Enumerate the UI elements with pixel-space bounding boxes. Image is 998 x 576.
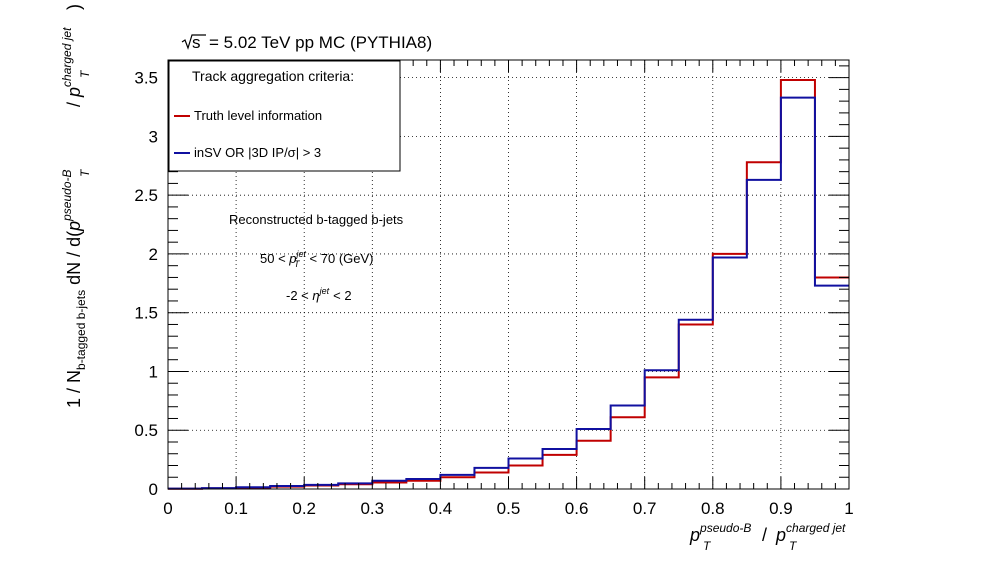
annotation-eta-range: -2 < ηjet < 2	[286, 286, 352, 303]
x-tick-label: 0.6	[565, 499, 589, 518]
annotation-pt-sup: jet	[296, 249, 307, 259]
y-label-sub2: T	[78, 69, 92, 78]
y-tick-label: 2	[149, 245, 158, 264]
x-label-sup2: charged jet	[786, 521, 846, 535]
y-label-prefix: 1 / N	[64, 370, 84, 408]
x-tick-label: 0.3	[360, 499, 384, 518]
annotation-pt-lo: 50 <	[260, 251, 286, 266]
x-label-p: p	[689, 525, 700, 545]
series-insv-line	[168, 96, 849, 490]
y-tick-label: 2.5	[134, 186, 158, 205]
y-label-close: )	[64, 4, 84, 10]
title-text: = 5.02 TeV pp MC (PYTHIA8)	[209, 33, 432, 52]
x-axis-label: ppseudo-B T/pcharged jet T	[689, 521, 846, 553]
annotation-eta-sup: jet	[319, 286, 330, 296]
y-label-sub: T	[78, 168, 92, 177]
chart-title: s = 5.02 TeV pp MC (PYTHIA8)	[181, 33, 432, 52]
y-label-mid: dN / d(	[64, 231, 84, 290]
legend-label-insv: inSV OR |3D IP/σ| > 3	[194, 145, 321, 160]
annotation-eta-hi: < 2	[333, 288, 351, 303]
y-label-p: p	[64, 221, 84, 232]
y-label-sup: pseudo-B	[60, 170, 74, 222]
y-label-prefix-sub: b-tagged b-jets	[74, 290, 88, 370]
x-label-sub: T	[703, 539, 712, 553]
annotation-pt-hi: < 70 (GeV)	[310, 251, 374, 266]
x-tick-label: 0.2	[292, 499, 316, 518]
x-tick-label: 0	[163, 499, 172, 518]
x-label-sup: pseudo-B	[699, 521, 751, 535]
y-label-p2: p	[64, 87, 84, 98]
svg-text:1 / Nb-tagged b-jets dN / d(pp: 1 / Nb-tagged b-jets dN / d(ppseudo-B T /…	[60, 4, 92, 408]
x-tick-label: 0.1	[224, 499, 248, 518]
x-tick-label: 0.8	[701, 499, 725, 518]
series-layer	[168, 78, 849, 490]
annotation-selection: Reconstructed b-tagged b-jets	[229, 212, 404, 227]
x-tick-label: 1	[844, 499, 853, 518]
x-label-p2: p	[775, 525, 786, 545]
x-label-sep: /	[762, 525, 767, 545]
title-prefix: s	[192, 33, 201, 52]
legend-header: Track aggregation criteria:	[192, 68, 354, 84]
annotation-eta-lo: -2 <	[286, 288, 309, 303]
y-tick-label: 1	[149, 362, 158, 381]
y-tick-label: 3.5	[134, 69, 158, 88]
y-tick-label: 0	[149, 480, 158, 499]
y-tick-labels: 0 0.5 1 1.5 2 2.5 3 3.5	[134, 69, 158, 499]
annotation-pt-range: 50 < pjet T < 70 (GeV)	[260, 249, 374, 269]
legend-label-truth: Truth level information	[194, 108, 322, 123]
y-tick-label: 1.5	[134, 304, 158, 323]
legend-box	[168, 60, 401, 172]
y-tick-label: 3	[149, 127, 158, 146]
annotations: Reconstructed b-tagged b-jets 50 < pjet T…	[229, 212, 404, 303]
y-label-sep: /	[64, 97, 84, 112]
grid-lines	[168, 60, 849, 489]
x-tick-label: 0.5	[497, 499, 521, 518]
y-tick-label: 0.5	[134, 421, 158, 440]
x-tick-labels: 0 0.1 0.2 0.3 0.4 0.5 0.6 0.7 0.8 0.9 1	[163, 499, 853, 518]
x-tick-label: 0.7	[633, 499, 657, 518]
x-tick-label: 0.4	[429, 499, 453, 518]
annotation-pt-var: p	[288, 251, 296, 266]
y-label-sup2: charged jet	[60, 27, 74, 87]
y-axis-label: 1 / Nb-tagged b-jets dN / d(ppseudo-B T /…	[60, 4, 92, 408]
sqrt-symbol	[181, 34, 206, 50]
x-label-sub2: T	[789, 539, 798, 553]
annotation-pt-sub: T	[294, 259, 301, 269]
annotation-eta-var: η	[312, 288, 319, 303]
x-tick-label: 0.9	[769, 499, 793, 518]
legend: Track aggregation criteria: Truth level …	[168, 60, 401, 172]
